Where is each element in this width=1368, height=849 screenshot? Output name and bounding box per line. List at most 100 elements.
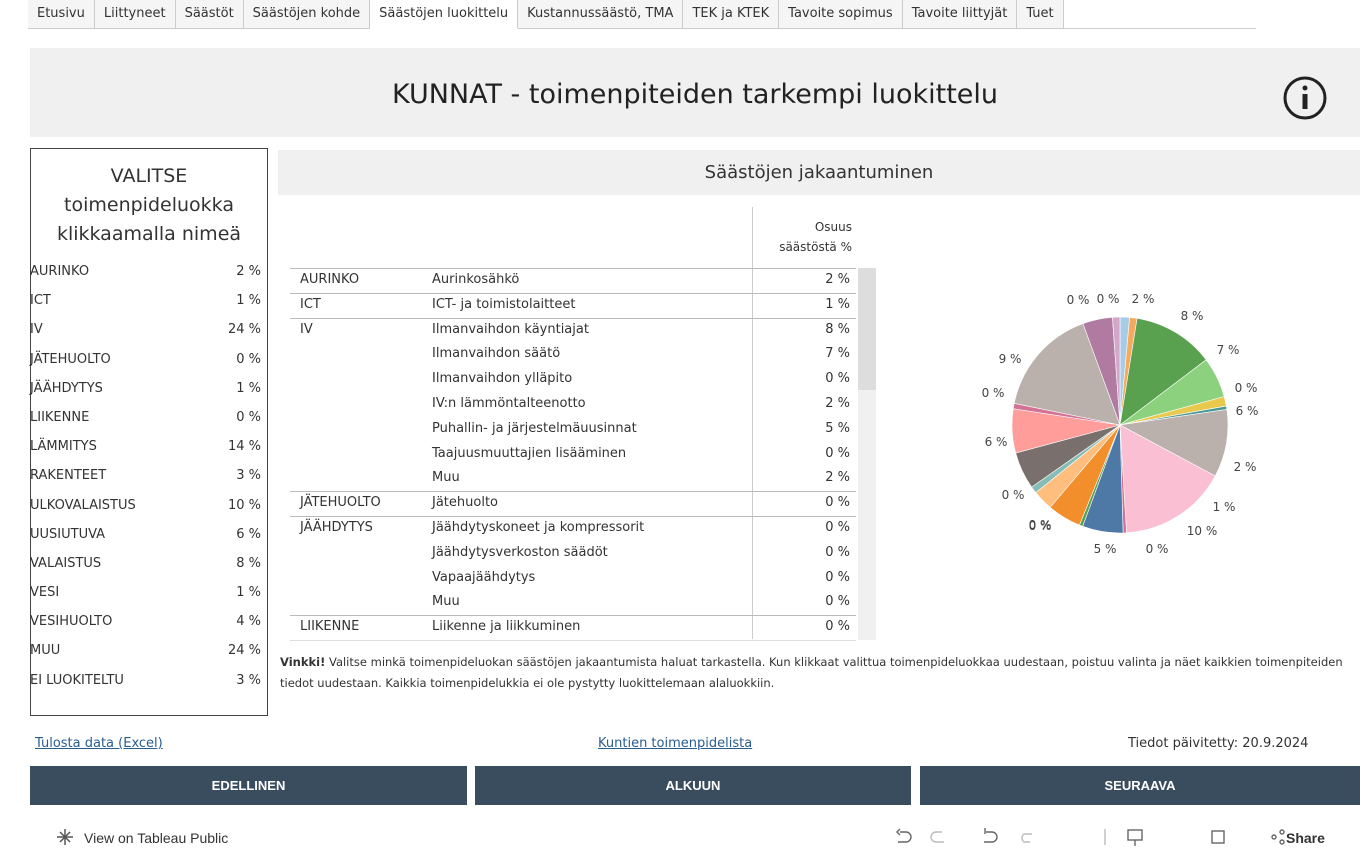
subcategory: Ilmanvaihdon käyntiajat <box>432 321 589 337</box>
group-line <box>290 268 856 269</box>
tip: Vinkki! Valitse minkä toimenpideluokan s… <box>280 652 1360 694</box>
group-line <box>290 292 856 294</box>
category: UUSIUTUVA <box>30 526 106 542</box>
pie-label: 9 % <box>999 352 1022 366</box>
selector-row[interactable]: LIIKENNE 0 % <box>30 403 267 432</box>
share: 8 % <box>236 555 261 571</box>
section-title: Säästöjen jakaantuminen <box>278 150 1360 195</box>
share: 0 % <box>236 351 261 367</box>
tab[interactable]: Tuet <box>1017 0 1064 28</box>
button[interactable]: SEURAAVA <box>920 766 1360 805</box>
table-row: Ilmanvaihdon säätö 7 % <box>290 342 856 367</box>
scrollbar[interactable] <box>858 268 876 640</box>
selector-row[interactable]: UUSIUTUVA 6 % <box>30 520 267 549</box>
button[interactable]: ALKUUN <box>475 766 911 805</box>
selector-row[interactable]: VESIHUOLTO 4 % <box>30 607 267 636</box>
selector-row[interactable]: VALAISTUS 8 % <box>30 549 267 578</box>
pie-slice <box>1119 318 1207 426</box>
share: 0 % <box>825 520 850 535</box>
share: 5 % <box>825 420 850 436</box>
category: IV <box>30 322 43 338</box>
share[interactable]: Share <box>1286 830 1325 846</box>
tab[interactable]: Säästöjen luokittelu <box>370 0 519 29</box>
category: LÄMMITYS <box>30 439 97 455</box>
share: 0 % <box>825 619 850 635</box>
divider <box>752 207 753 639</box>
selector-row[interactable]: RAKENTEET 3 % <box>30 461 267 490</box>
subcategory: Aurinkosähkö <box>432 272 520 287</box>
subcategory: ICT- ja toimistolaitteet <box>432 296 576 312</box>
category: EI LUOKITELTU <box>30 672 124 688</box>
share: 0 % <box>825 544 850 560</box>
selector-row[interactable]: JÄTEHUOLTO 0 % <box>30 345 267 374</box>
share: 8 % <box>825 321 850 337</box>
table-row: Jäähdytysverkoston säädöt 0 % <box>290 541 856 566</box>
selector-title: VALITSE toimenpideluokka klikkaamalla nime… <box>31 149 267 257</box>
share: 0 % <box>825 445 850 461</box>
table-row: ICT ICT- ja toimistolaitteet 1 % <box>290 293 856 318</box>
selector-row[interactable]: IV 24 % <box>30 315 267 344</box>
tab[interactable]: Säästöjen kohde <box>243 0 371 28</box>
category: MUU <box>30 643 61 659</box>
title-line: klikkaamalla nimeä <box>56 223 242 245</box>
tab-bar: Etusivu Liittyneet Säästöt Säästöjen kohde S… <box>28 0 1256 29</box>
selector-row[interactable]: MUU 24 % <box>30 636 267 665</box>
tab[interactable]: Tavoite sopimus <box>779 0 903 28</box>
category: JÄTEHUOLTO <box>30 351 111 367</box>
pie-label: 0 % <box>1097 292 1120 306</box>
selector-row[interactable]: ULKOVALAISTUS 10 % <box>30 491 267 520</box>
tab[interactable]: Kustannussäästö, TMA <box>518 0 684 28</box>
button[interactable]: EDELLINEN <box>30 766 467 805</box>
category: AURINKO <box>300 272 360 287</box>
subcategory: Muu <box>432 470 460 486</box>
subcategory: Vapaajäähdytys <box>432 569 536 585</box>
category: VESIHUOLTO <box>30 614 113 630</box>
link[interactable]: Tulosta data (Excel) <box>35 736 163 751</box>
share: 3 % <box>236 468 261 484</box>
pie-label: 0 % <box>982 386 1005 400</box>
selector-row[interactable]: JÄÄHDYTYS 1 % <box>30 374 267 403</box>
group-line <box>290 615 856 617</box>
tab[interactable]: Liittyneet <box>94 0 176 28</box>
category: AURINKO <box>30 264 90 279</box>
selector-row[interactable]: ICT 1 % <box>30 286 267 315</box>
tab[interactable]: Etusivu <box>28 0 95 28</box>
category: RAKENTEET <box>30 468 107 484</box>
subcategory: Liikenne ja liikkuminen <box>432 619 581 635</box>
selector-row[interactable]: VESI 1 % <box>30 578 267 607</box>
share: 0 % <box>825 495 850 511</box>
subcategory: Muu <box>432 594 460 610</box>
table-row: IV Ilmanvaihdon käyntiajat 8 % <box>290 318 856 343</box>
column-header: Osuus säästöstä % <box>752 207 856 267</box>
table-row: Puhallin- ja järjestelmäuusinnat 5 % <box>290 417 856 442</box>
share: 2 % <box>825 470 850 486</box>
tip-text: Valitse minkä toimenpideluokan säästöjen… <box>280 655 1343 690</box>
category: LIIKENNE <box>300 619 360 635</box>
view-link[interactable]: View on Tableau Public <box>84 830 229 846</box>
share: 7 % <box>825 346 850 362</box>
selector-row[interactable]: AURINKO 2 % <box>30 257 267 286</box>
category: ICT <box>30 293 51 309</box>
tab[interactable]: Säästöt <box>175 0 244 28</box>
info-icon[interactable] <box>1280 73 1330 123</box>
link[interactable]: Kuntien toimenpidelista <box>598 736 753 751</box>
share: 1 % <box>236 293 261 309</box>
selector-row[interactable]: LÄMMITYS 14 % <box>30 432 267 461</box>
subcategory: Ilmanvaihdon ylläpito <box>432 371 573 387</box>
tab[interactable]: TEK ja KTEK <box>683 0 780 28</box>
tableau-icon <box>57 829 73 845</box>
table-row: Taajuusmuuttajien lisääminen 0 % <box>290 442 856 467</box>
pie-label: 0 % <box>1029 519 1052 533</box>
share: 4 % <box>236 614 261 630</box>
toolbar: View on Tableau Public Share <box>0 822 1368 849</box>
pie-chart: 0 % 0 % 2 % 8 % 7 % 0 % 6 % 2 % 1 % 10 % 0 % 5 % 0 %… <box>982 292 1259 556</box>
selector-row[interactable]: EI LUOKITELTU 3 % <box>30 666 267 695</box>
tab[interactable]: Tavoite liittyjät <box>902 0 1018 28</box>
pie-label: 7 % <box>1217 343 1240 357</box>
pie-label: 0 % <box>1029 518 1052 532</box>
pie-slice <box>1112 316 1121 426</box>
pie-label: 2 % <box>1234 460 1257 474</box>
subcategory: IV:n lämmöntalteenotto <box>432 396 586 411</box>
pie-label: 6 % <box>1236 404 1259 418</box>
